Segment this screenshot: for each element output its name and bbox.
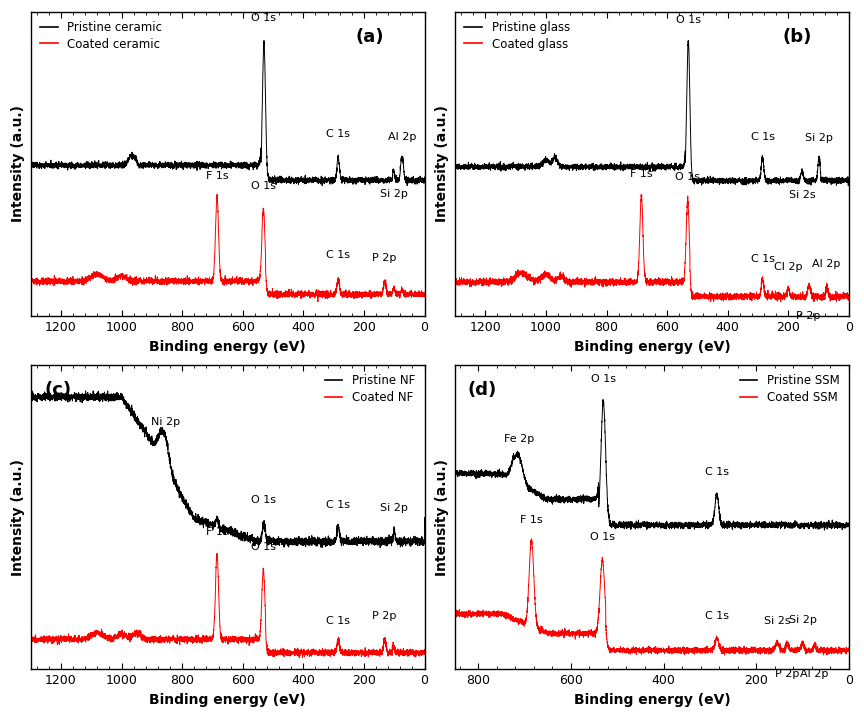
Text: O 1s: O 1s (676, 16, 701, 25)
Text: Si 2s: Si 2s (764, 616, 791, 626)
Text: C 1s: C 1s (751, 254, 774, 264)
Text: O 1s: O 1s (251, 541, 276, 551)
Text: F 1s: F 1s (520, 516, 543, 526)
Legend: Pristine SSM, Coated SSM: Pristine SSM, Coated SSM (736, 370, 843, 407)
Legend: Pristine glass, Coated glass: Pristine glass, Coated glass (461, 17, 574, 54)
X-axis label: Binding energy (eV): Binding energy (eV) (149, 693, 306, 707)
Text: Ni 2p: Ni 2p (151, 417, 180, 427)
Text: (a): (a) (355, 28, 384, 46)
Text: P 2p: P 2p (372, 611, 397, 621)
Text: P 2p: P 2p (372, 253, 397, 263)
Text: Si 2p: Si 2p (789, 615, 816, 625)
Text: Si 2p: Si 2p (379, 189, 408, 199)
Text: O 1s: O 1s (251, 495, 276, 505)
Text: O 1s: O 1s (251, 13, 276, 23)
Text: Al 2p: Al 2p (812, 259, 841, 269)
X-axis label: Binding energy (eV): Binding energy (eV) (149, 340, 306, 354)
Text: F 1s: F 1s (630, 169, 652, 179)
Text: C 1s: C 1s (327, 500, 350, 510)
Text: C 1s: C 1s (327, 616, 350, 626)
Y-axis label: Intensity (a.u.): Intensity (a.u.) (11, 106, 25, 223)
Text: F 1s: F 1s (206, 171, 228, 180)
X-axis label: Binding energy (eV): Binding energy (eV) (574, 693, 730, 707)
Text: O 1s: O 1s (591, 374, 616, 384)
Text: O 1s: O 1s (675, 172, 700, 182)
Text: C 1s: C 1s (751, 132, 774, 142)
Y-axis label: Intensity (a.u.): Intensity (a.u.) (435, 459, 449, 576)
Legend: Pristine ceramic, Coated ceramic: Pristine ceramic, Coated ceramic (36, 17, 166, 54)
Text: P 2p: P 2p (775, 669, 799, 679)
Y-axis label: Intensity (a.u.): Intensity (a.u.) (435, 106, 449, 223)
Text: Al 2p: Al 2p (388, 131, 416, 141)
X-axis label: Binding energy (eV): Binding energy (eV) (574, 340, 730, 354)
Text: O 1s: O 1s (590, 532, 615, 542)
Text: (c): (c) (45, 381, 72, 399)
Text: Fe 2p: Fe 2p (505, 434, 535, 444)
Text: C 1s: C 1s (705, 467, 729, 477)
Text: (b): (b) (783, 28, 812, 46)
Legend: Pristine NF, Coated NF: Pristine NF, Coated NF (321, 370, 419, 407)
Text: C 1s: C 1s (705, 610, 729, 620)
Text: P 2p: P 2p (797, 311, 821, 321)
Text: Al 2p: Al 2p (800, 669, 829, 679)
Text: Si 2p: Si 2p (380, 503, 408, 513)
Text: Si 2p: Si 2p (804, 133, 833, 143)
Text: O 1s: O 1s (251, 181, 276, 191)
Text: Si 2s: Si 2s (789, 190, 816, 200)
Text: C 1s: C 1s (327, 129, 350, 139)
Text: C 1s: C 1s (327, 250, 350, 260)
Text: Cl 2p: Cl 2p (774, 263, 803, 272)
Y-axis label: Intensity (a.u.): Intensity (a.u.) (11, 459, 25, 576)
Text: (d): (d) (468, 381, 497, 399)
Text: F 1s: F 1s (206, 527, 228, 537)
